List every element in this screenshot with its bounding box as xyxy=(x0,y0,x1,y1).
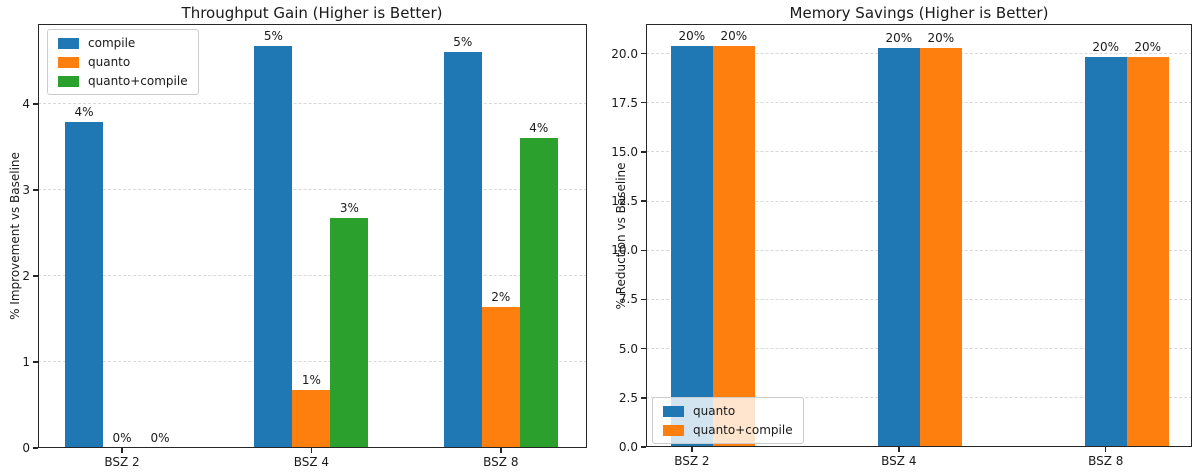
y-tick-label: 5.0 xyxy=(618,341,638,356)
legend-swatch-quanto-compile xyxy=(663,424,684,436)
bar-quanto-compile-bsz-4 xyxy=(330,217,369,448)
y-tick-label: 12.5 xyxy=(611,194,638,209)
y-tick-label: 0 xyxy=(22,441,30,455)
y-tick-label: 15.0 xyxy=(611,144,638,159)
legend-label: quanto+compile xyxy=(88,74,188,88)
y-tick-label: 20.0 xyxy=(611,46,638,61)
legend-item: quanto xyxy=(663,404,793,418)
bar-value-label: 20% xyxy=(720,28,748,43)
y-axis-label-memory: % Reduction vs Baseline xyxy=(614,162,628,310)
x-tick-label: BSZ 2 xyxy=(674,454,710,468)
bar-quanto-bsz-8 xyxy=(1084,57,1127,447)
bar-value-label: 1% xyxy=(301,373,321,388)
bar-quanto-compile-bsz-8 xyxy=(519,137,558,448)
bar-quanto-bsz-4 xyxy=(877,47,920,447)
y-tick-mark xyxy=(641,249,646,251)
legend-item: compile xyxy=(58,36,188,50)
legend: compile quanto quanto+compile xyxy=(47,29,199,95)
bar-quanto-bsz-8 xyxy=(481,306,520,448)
bar-value-label: 20% xyxy=(1092,40,1120,55)
gridline xyxy=(38,103,587,105)
legend-label: quanto xyxy=(88,55,131,69)
x-tick-label: BSZ 4 xyxy=(881,454,917,468)
y-tick-mark xyxy=(641,200,646,202)
gridline xyxy=(38,189,587,191)
bar-value-label: 20% xyxy=(927,30,955,45)
x-tick-label: BSZ 8 xyxy=(1088,454,1124,468)
chart-title-throughput: Throughput Gain (Higher is Better) xyxy=(181,4,443,22)
bar-value-label: 5% xyxy=(453,35,473,50)
bar-compile-bsz-8 xyxy=(443,52,482,448)
gridline xyxy=(38,275,587,277)
legend-label: quanto xyxy=(693,404,736,418)
y-tick-mark xyxy=(641,397,646,399)
bar-value-label: 20% xyxy=(885,30,913,45)
x-tick-mark xyxy=(898,447,900,452)
y-tick-mark xyxy=(641,52,646,55)
bar-value-label: 3% xyxy=(339,200,359,215)
y-tick-mark xyxy=(33,103,38,105)
legend-swatch-quanto xyxy=(58,56,79,68)
y-tick-label: 1 xyxy=(22,354,30,369)
legend-item: quanto xyxy=(58,55,188,69)
bar-quanto-bsz-4 xyxy=(292,390,331,448)
bar-value-label: 4% xyxy=(74,105,94,120)
x-tick-label: BSZ 8 xyxy=(483,455,519,469)
y-tick-mark xyxy=(641,298,646,301)
x-tick-mark xyxy=(500,448,502,453)
y-tick-mark xyxy=(641,347,646,350)
x-tick-label: BSZ 4 xyxy=(293,455,330,469)
throughput-plot: 0 1 2 3 4 4% 5% 5% 0% 1% 2% 0% 3% 4% BSZ 2 BSZ 4 BSZ 8 co… xyxy=(22,24,587,469)
y-tick-label: 2.5 xyxy=(618,390,638,405)
y-tick-label: 0.0 xyxy=(618,440,638,454)
bar-value-label: 5% xyxy=(263,28,283,43)
bar-quanto-bsz-2 xyxy=(670,45,713,447)
memory-plot: 0.0 2.5 5.0 7.5 10.0 12.5 15.0 17.5 20.0 20% 20% 20… xyxy=(611,24,1192,468)
y-axis-label-throughput: % Improvement vs Baseline xyxy=(8,152,22,320)
y-tick-label: 3 xyxy=(22,182,30,197)
y-tick-mark xyxy=(641,446,646,448)
legend-swatch-compile xyxy=(58,37,79,49)
bar-quanto-compile-bsz-4 xyxy=(919,47,962,447)
y-tick-label: 7.5 xyxy=(618,292,638,307)
y-tick-mark xyxy=(641,151,646,153)
legend-item: quanto+compile xyxy=(58,74,188,88)
x-tick-mark xyxy=(691,447,693,452)
y-tick-mark xyxy=(641,101,646,104)
x-tick-mark xyxy=(310,448,313,453)
y-tick-label: 17.5 xyxy=(611,95,638,110)
bar-compile-bsz-4 xyxy=(254,45,293,448)
bar-compile-bsz-2 xyxy=(64,122,103,448)
legend-item: quanto+compile xyxy=(663,423,793,437)
bar-value-label: 4% xyxy=(529,120,549,135)
bar-quanto-compile-bsz-8 xyxy=(1126,57,1169,447)
bar-value-label: 0% xyxy=(150,431,170,445)
legend: quanto quanto+compile xyxy=(652,397,804,444)
x-tick-mark xyxy=(121,448,123,453)
bar-value-label: 2% xyxy=(491,289,511,304)
y-tick-mark xyxy=(33,189,38,191)
legend-swatch-quanto-compile xyxy=(58,75,79,87)
bar-value-label: 20% xyxy=(678,28,706,43)
gridline xyxy=(38,361,587,363)
legend-label: quanto+compile xyxy=(693,423,793,437)
y-tick-label: 4 xyxy=(22,96,30,111)
legend-swatch-quanto xyxy=(663,405,684,417)
y-tick-mark xyxy=(33,275,38,277)
y-tick-mark xyxy=(33,361,38,363)
y-tick-label: 2 xyxy=(22,268,30,283)
x-tick-label: BSZ 2 xyxy=(104,455,140,469)
bar-value-label: 20% xyxy=(1134,40,1162,55)
chart-title-memory: Memory Savings (Higher is Better) xyxy=(789,4,1049,22)
legend-label: compile xyxy=(88,36,136,50)
x-tick-mark xyxy=(1104,447,1107,452)
bar-quanto-compile-bsz-2 xyxy=(712,45,755,447)
bar-value-label: 0% xyxy=(112,431,132,445)
y-tick-mark xyxy=(33,447,38,449)
y-tick-label: 10.0 xyxy=(611,243,638,258)
